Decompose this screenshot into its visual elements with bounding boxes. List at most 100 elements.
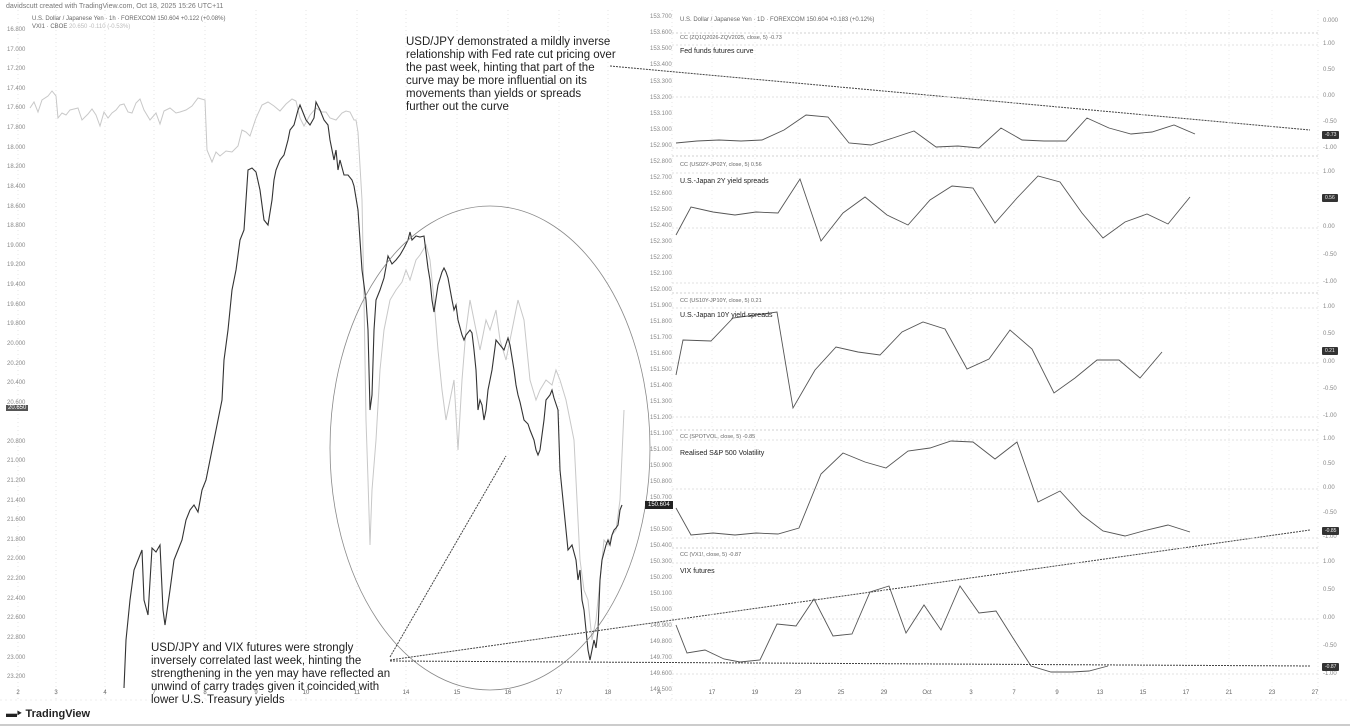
time-tick: 16 xyxy=(504,690,512,696)
time-tick: 23 xyxy=(794,690,802,696)
time-tick: Oct xyxy=(922,690,932,696)
axis-tick: 153.400 xyxy=(650,62,672,68)
time-tick: 9 xyxy=(254,690,258,696)
axis-tick: 1.00 xyxy=(1323,559,1335,565)
axis-tick: 153.600 xyxy=(650,30,672,36)
panel-10y-title: U.S.-Japan 10Y yield spreads xyxy=(680,312,773,319)
axis-tick: 151.800 xyxy=(650,319,672,325)
left-time-axis[interactable]: 2 3 4 7 8 9 10 11 14 15 16 17 18 A xyxy=(0,690,670,700)
tradingview-logo[interactable]: ▬‣ TradingView xyxy=(6,707,91,721)
time-tick: 13 xyxy=(1096,690,1104,696)
axis-tick: 17.800 xyxy=(7,125,26,131)
axis-tick: 150.200 xyxy=(650,575,672,581)
axis-tick: -1.00 xyxy=(1323,279,1337,285)
vix-last-value-badge: 20.650 xyxy=(6,405,29,411)
axis-tick: 1.00 xyxy=(1323,41,1335,47)
axis-tick: 16.800 xyxy=(7,27,26,33)
axis-tick: 22.200 xyxy=(7,576,26,582)
axis-tick: 23.200 xyxy=(7,674,26,680)
axis-tick: 23.000 xyxy=(7,655,26,661)
axis-tick: 20.400 xyxy=(7,380,26,386)
panel-10y-cc[interactable]: CC (US10Y-JP10Y, close, 5) 0.21 xyxy=(680,298,762,304)
axis-tick: 151.400 xyxy=(650,383,672,389)
axis-tick: 151.600 xyxy=(650,351,672,357)
axis-tick: 1.00 xyxy=(1323,304,1335,310)
axis-tick: 149.500 xyxy=(650,687,672,693)
axis-tick: 21.000 xyxy=(7,458,26,464)
axis-tick: 152.300 xyxy=(650,239,672,245)
main-symbol-legend[interactable]: U.S. Dollar / Japanese Yen · 1h · FOREXC… xyxy=(32,16,226,22)
bottom-divider xyxy=(0,724,1350,726)
axis-tick: 150.400 xyxy=(650,543,672,549)
axis-tick: 17.400 xyxy=(7,86,26,92)
panel-spotvol-title: Realised S&P 500 Volatility xyxy=(680,450,765,457)
axis-tick: 152.400 xyxy=(650,223,672,229)
time-tick: 19 xyxy=(751,690,759,696)
axis-tick: 0.50 xyxy=(1323,587,1335,593)
axis-tick: 151.500 xyxy=(650,367,672,373)
axis-tick: 153.500 xyxy=(650,46,672,52)
axis-tick: -1.00 xyxy=(1323,534,1337,540)
axis-tick: 152.600 xyxy=(650,191,672,197)
axis-tick: 149.700 xyxy=(650,655,672,661)
axis-tick: -1.00 xyxy=(1323,413,1337,419)
axis-tick: 150.500 xyxy=(650,527,672,533)
panel-vix-cc[interactable]: CC (VX1!, close, 5) -0.87 xyxy=(680,552,742,558)
axis-tick: 151.000 xyxy=(650,447,672,453)
axis-tick: 20.200 xyxy=(7,361,26,367)
panel-fed-funds-cc[interactable]: CC (ZQ1Q2026-ZQV2025, close, 5) -0.73 xyxy=(680,35,782,41)
panel-2y-cc[interactable]: CC (US02Y-JP02Y, close, 5) 0.56 xyxy=(680,162,762,168)
axis-tick: 153.300 xyxy=(650,79,672,85)
time-tick: 17 xyxy=(1182,690,1190,696)
panel-fed-funds-title: Fed funds futures curve xyxy=(680,48,754,55)
axis-tick: 0.50 xyxy=(1323,67,1335,73)
axis-tick: 0.00 xyxy=(1323,93,1335,99)
axis-tick: -0.50 xyxy=(1323,252,1337,258)
annotation-fed-funds[interactable]: USD/JPY demonstrated a mildly inverse re… xyxy=(406,36,616,113)
panel-spotvol-cc[interactable]: CC (SPOTVOL, close, 5) -0.85 xyxy=(680,434,756,440)
axis-tick: 153.100 xyxy=(650,111,672,117)
time-tick: 27 xyxy=(1311,690,1319,696)
axis-tick: 151.100 xyxy=(650,431,672,437)
chart-credit: davidscutt created with TradingView.com,… xyxy=(6,3,224,10)
axis-tick: 20.800 xyxy=(7,439,26,445)
axis-tick: 150.000 xyxy=(650,607,672,613)
time-tick: 7 xyxy=(1012,690,1016,696)
axis-tick: 19.600 xyxy=(7,302,26,308)
tradingview-logo-icon: ▬‣ xyxy=(6,708,22,720)
vix-legend[interactable]: VXI1 · CBOE 20.650 -0.110 (-0.53%) xyxy=(32,24,130,30)
axis-tick: 17.000 xyxy=(7,47,26,53)
time-tick: 8 xyxy=(203,690,207,696)
time-tick: 18 xyxy=(604,690,612,696)
axis-tick: 21.800 xyxy=(7,537,26,543)
axis-tick: 20.000 xyxy=(7,341,26,347)
panel-2y-badge: 0.56 xyxy=(1322,194,1338,202)
right-time-axis[interactable]: 17 19 23 25 29 Oct 3 7 9 13 15 17 21 23 … xyxy=(672,690,1322,700)
panel-vix-badge: -0.87 xyxy=(1322,663,1340,671)
right-main-legend[interactable]: U.S. Dollar / Japanese Yen · 1D · FOREXC… xyxy=(680,17,875,23)
axis-tick: -0.50 xyxy=(1323,510,1337,516)
right-top-axis-value: 0.000 xyxy=(1323,18,1339,24)
axis-tick: 152.100 xyxy=(650,271,672,277)
axis-tick: 21.600 xyxy=(7,517,26,523)
axis-tick: 151.900 xyxy=(650,303,672,309)
time-tick: 17 xyxy=(555,690,563,696)
axis-tick: 151.300 xyxy=(650,399,672,405)
axis-tick: -0.50 xyxy=(1323,119,1337,125)
axis-tick: 0.00 xyxy=(1323,359,1335,365)
annotation-vix[interactable]: USD/JPY and VIX futures were strongly in… xyxy=(151,642,391,706)
axis-tick: 19.200 xyxy=(7,262,26,268)
axis-tick: 150.700 xyxy=(650,495,672,501)
panel-fed-funds-badge: -0.73 xyxy=(1322,131,1340,139)
time-tick: 15 xyxy=(453,690,461,696)
axis-tick: 19.000 xyxy=(7,243,26,249)
axis-tick: 152.900 xyxy=(650,143,672,149)
axis-tick: 149.800 xyxy=(650,639,672,645)
axis-tick: 0.00 xyxy=(1323,485,1335,491)
axis-tick: 149.900 xyxy=(650,623,672,629)
axis-tick: 0.00 xyxy=(1323,615,1335,621)
tradingview-logo-text: TradingView xyxy=(25,707,91,720)
panel-2y-title: U.S.-Japan 2Y yield spreads xyxy=(680,178,769,185)
axis-tick: 150.800 xyxy=(650,479,672,485)
